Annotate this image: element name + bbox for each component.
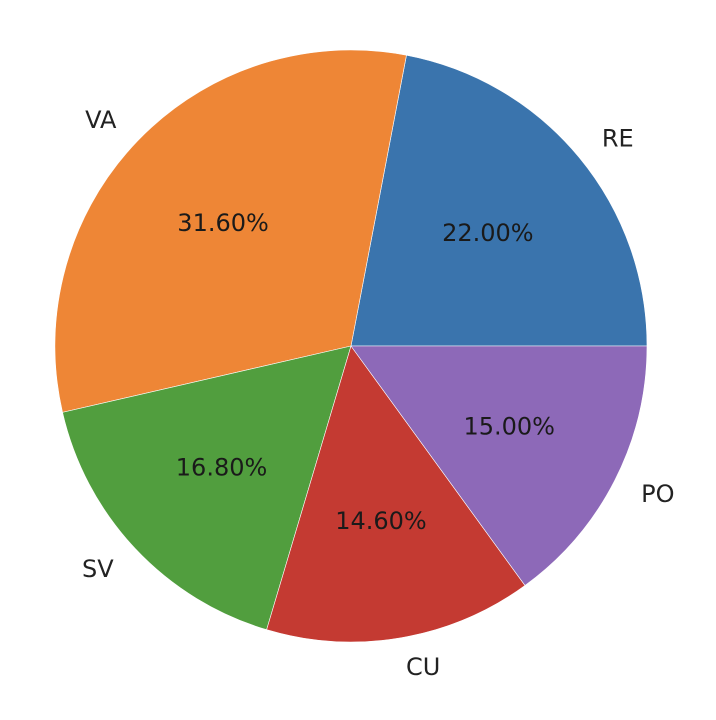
pie-slices [54, 49, 648, 643]
pie-slice-po [350, 345, 648, 586]
category-label-po: PO [641, 480, 674, 508]
percent-label-cu: 14.60% [335, 507, 427, 535]
category-label-va: VA [85, 106, 117, 134]
percent-label-re: 22.00% [442, 219, 534, 247]
percent-label-va: 31.60% [177, 209, 269, 237]
pie-slice-re [350, 54, 648, 347]
pie-slice-sv [62, 345, 352, 631]
category-label-cu: CU [406, 653, 440, 681]
percent-label-sv: 16.80% [176, 454, 268, 482]
percent-label-po: 15.00% [463, 413, 555, 441]
pie-slice-cu [266, 345, 526, 643]
category-labels: RE VA SV CU PO [82, 106, 674, 681]
pie-slice-va [54, 49, 407, 413]
category-label-sv: SV [82, 555, 114, 583]
category-label-re: RE [602, 124, 634, 152]
percent-labels: 22.00% 31.60% 16.80% 14.60% 15.00% [176, 209, 555, 535]
